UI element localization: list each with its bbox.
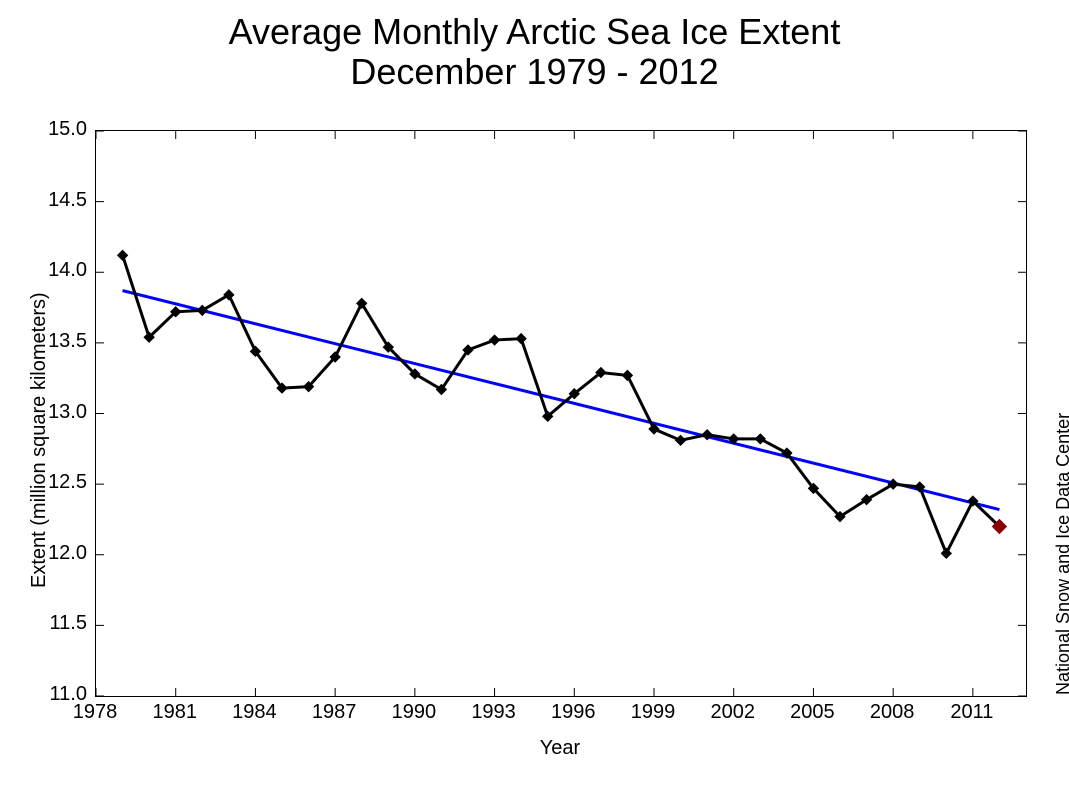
x-tick-label: 1990 bbox=[384, 701, 444, 724]
chart-title-line2: December 1979 - 2012 bbox=[0, 52, 1069, 92]
data-marker bbox=[622, 370, 632, 380]
y-tick-label: 14.5 bbox=[48, 189, 87, 212]
chart-container: Average Monthly Arctic Sea Ice Extent De… bbox=[0, 0, 1069, 800]
data-marker bbox=[516, 334, 526, 344]
y-tick-label: 12.5 bbox=[48, 471, 87, 494]
x-tick-label: 1984 bbox=[224, 701, 284, 724]
x-tick-label: 1993 bbox=[464, 701, 524, 724]
y-tick-label: 14.0 bbox=[48, 259, 87, 282]
chart-title: Average Monthly Arctic Sea Ice Extent De… bbox=[0, 12, 1069, 91]
attribution-label: National Snow and Ice Data Center bbox=[1053, 413, 1069, 695]
x-tick-label: 1987 bbox=[304, 701, 364, 724]
y-tick-label: 15.0 bbox=[48, 118, 87, 141]
x-tick-label: 1996 bbox=[543, 701, 603, 724]
x-axis-label: Year bbox=[95, 737, 1025, 760]
x-tick-label: 1978 bbox=[65, 701, 125, 724]
x-tick-label: 2002 bbox=[703, 701, 763, 724]
x-tick-label: 2011 bbox=[942, 701, 1002, 724]
data-marker bbox=[676, 435, 686, 445]
y-tick-label: 12.0 bbox=[48, 542, 87, 565]
data-line bbox=[123, 255, 1000, 553]
trend-line bbox=[123, 291, 1000, 510]
y-tick-label: 13.5 bbox=[48, 330, 87, 353]
x-tick-label: 1981 bbox=[145, 701, 205, 724]
data-marker bbox=[118, 250, 128, 260]
plot-svg bbox=[96, 131, 1026, 696]
y-tick-label: 13.0 bbox=[48, 401, 87, 424]
x-tick-label: 1999 bbox=[623, 701, 683, 724]
chart-title-line1: Average Monthly Arctic Sea Ice Extent bbox=[0, 12, 1069, 52]
x-tick-label: 2005 bbox=[782, 701, 842, 724]
x-tick-label: 2008 bbox=[862, 701, 922, 724]
y-tick-label: 11.5 bbox=[50, 612, 87, 635]
plot-area bbox=[95, 130, 1027, 697]
data-marker bbox=[941, 548, 951, 558]
data-marker bbox=[490, 335, 500, 345]
